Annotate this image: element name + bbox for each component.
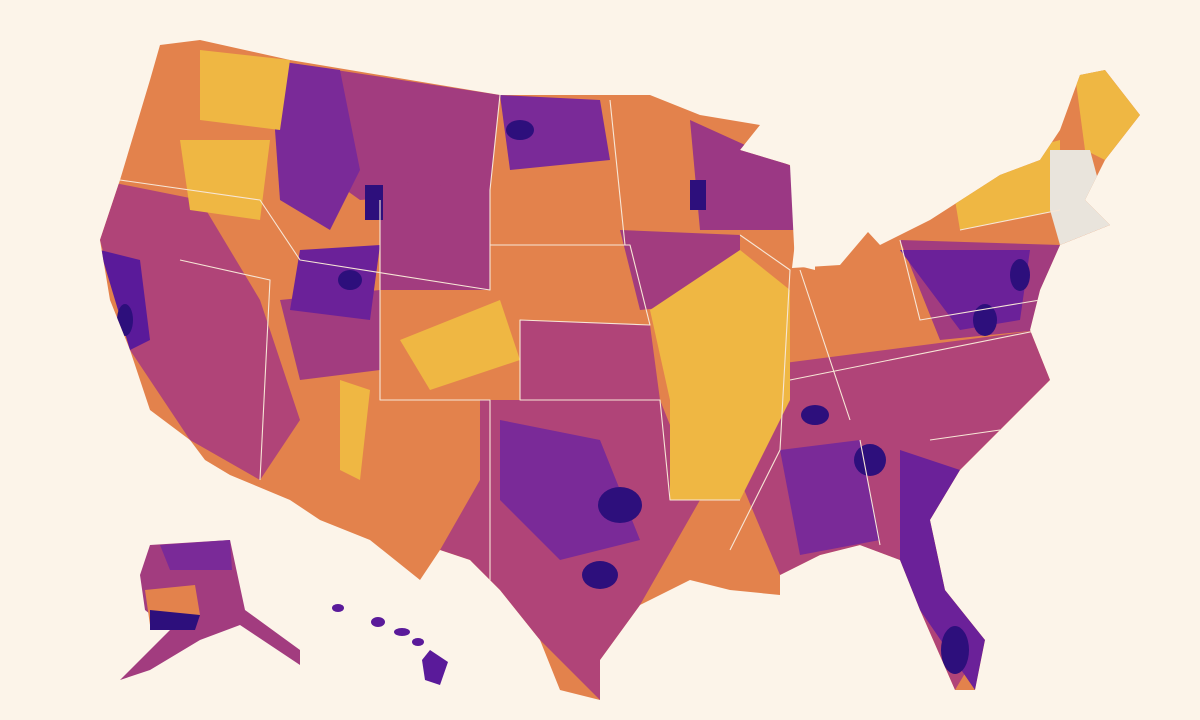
region (340, 380, 370, 480)
hotspot (117, 304, 133, 336)
region (100, 250, 150, 350)
region (900, 250, 1030, 330)
hotspot (690, 180, 706, 210)
region (270, 60, 360, 230)
hawaii (332, 604, 448, 685)
lake-michigan (790, 165, 815, 270)
state-border (379, 200, 491, 590)
region (690, 120, 800, 230)
state-border (789, 269, 1041, 546)
hotspot (598, 487, 642, 523)
hotspot (941, 626, 969, 674)
hotspot (854, 444, 886, 476)
island (422, 650, 448, 685)
state-border (609, 99, 791, 551)
state-border (119, 94, 501, 291)
hotspot (1010, 259, 1030, 291)
hotspot (801, 405, 829, 425)
alaska-region (160, 540, 232, 570)
hotspot (582, 561, 618, 589)
contiguous-states (100, 40, 1140, 700)
region (100, 180, 300, 480)
hotspot (506, 120, 534, 140)
state-border (179, 259, 271, 481)
island (412, 638, 424, 646)
region (780, 440, 880, 555)
state-borders (119, 94, 1061, 590)
island (332, 604, 344, 612)
hotspots (117, 120, 1030, 674)
region (290, 245, 380, 320)
region (520, 320, 660, 400)
island (371, 617, 385, 627)
region (400, 300, 520, 390)
region (650, 250, 790, 500)
state-border (490, 244, 740, 501)
alaska (120, 540, 300, 680)
region (1075, 70, 1140, 160)
island (394, 628, 410, 636)
region-no-data (1050, 150, 1110, 245)
alaska-region (150, 610, 200, 630)
region (900, 450, 985, 690)
region (200, 50, 290, 130)
state-border (899, 209, 1061, 321)
region (380, 180, 490, 290)
region (180, 140, 270, 220)
region (500, 420, 640, 560)
region (500, 95, 610, 170)
hotspot (338, 270, 362, 290)
hotspot (365, 185, 383, 220)
hotspot (973, 304, 997, 336)
